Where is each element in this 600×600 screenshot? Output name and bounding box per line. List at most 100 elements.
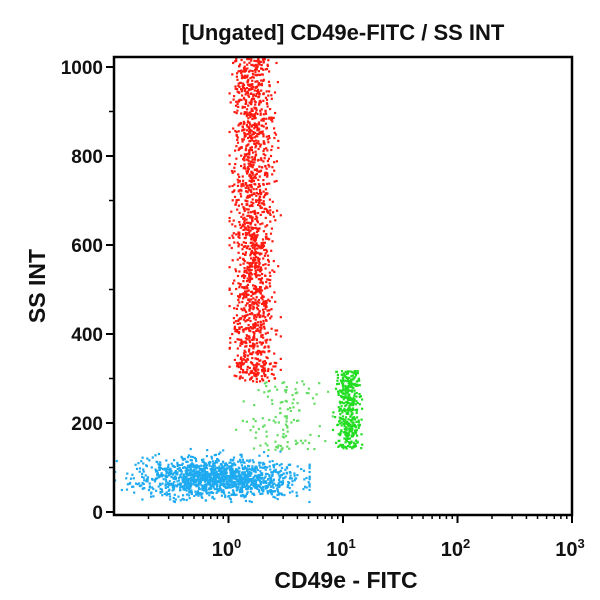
data-point: [339, 422, 342, 425]
data-point: [268, 70, 271, 73]
data-point: [344, 386, 347, 390]
data-point: [183, 484, 187, 487]
data-point: [256, 135, 259, 138]
data-point: [230, 465, 233, 468]
data-point: [253, 372, 257, 375]
data-point: [264, 188, 267, 191]
data-point: [164, 483, 167, 486]
data-point: [264, 112, 268, 115]
data-point: [260, 365, 263, 368]
data-point: [286, 425, 289, 428]
data-point: [250, 175, 253, 178]
data-point: [260, 82, 263, 85]
data-point: [239, 121, 242, 125]
data-point: [249, 429, 252, 432]
data-point: [248, 485, 251, 488]
data-point: [347, 385, 350, 388]
data-point: [227, 485, 231, 488]
data-point: [285, 415, 288, 418]
data-point: [344, 391, 347, 394]
data-point: [164, 478, 168, 481]
data-point: [215, 471, 218, 474]
data-point: [273, 169, 276, 172]
data-point: [238, 270, 241, 273]
data-point: [258, 479, 261, 483]
data-point: [216, 461, 219, 464]
data-point: [244, 93, 247, 96]
data-point: [271, 481, 274, 484]
data-point: [228, 163, 231, 166]
data-point: [240, 340, 243, 343]
data-point: [340, 390, 343, 393]
data-point: [232, 482, 235, 485]
data-point: [193, 476, 196, 480]
data-point: [244, 251, 247, 254]
data-point: [250, 58, 253, 61]
data-point: [254, 321, 257, 325]
data-point: [336, 383, 339, 386]
data-point: [240, 195, 243, 198]
data-point: [235, 474, 238, 478]
data-point: [246, 468, 249, 471]
data-point: [234, 471, 237, 474]
data-point: [261, 130, 264, 133]
data-point: [129, 481, 132, 485]
data-point: [243, 316, 246, 319]
data-point: [339, 443, 342, 446]
data-point: [349, 396, 352, 399]
data-point: [247, 58, 250, 61]
data-point: [234, 472, 237, 475]
data-point: [246, 133, 250, 136]
data-point: [347, 407, 350, 410]
data-point: [262, 489, 265, 492]
data-point: [240, 455, 243, 458]
data-point: [254, 324, 257, 327]
data-point: [235, 477, 238, 480]
data-point: [348, 370, 351, 373]
data-point: [272, 478, 275, 481]
data-point: [240, 367, 243, 371]
data-point: [180, 455, 183, 458]
data-point: [239, 63, 242, 66]
data-point: [343, 427, 346, 431]
data-point: [249, 189, 252, 192]
data-point: [274, 496, 277, 499]
data-point: [155, 489, 158, 492]
data-point: [263, 476, 266, 480]
data-point: [188, 491, 191, 494]
data-point: [203, 470, 207, 473]
data-point: [241, 476, 244, 479]
data-point: [268, 271, 271, 274]
data-point: [246, 293, 249, 296]
data-point: [250, 178, 254, 182]
data-point: [245, 271, 248, 274]
data-point: [251, 301, 254, 304]
data-point: [234, 87, 237, 90]
data-point: [228, 365, 231, 368]
data-point: [252, 284, 255, 287]
data-point: [237, 245, 240, 248]
data-point: [179, 476, 182, 479]
data-point: [252, 461, 255, 464]
data-point: [243, 475, 246, 478]
data-point: [259, 466, 262, 469]
data-point: [273, 180, 276, 183]
data-point: [242, 297, 245, 300]
data-point: [168, 492, 171, 496]
data-point: [295, 494, 298, 498]
data-point: [262, 140, 265, 143]
data-point: [254, 150, 257, 153]
data-point: [135, 467, 139, 470]
data-point: [237, 318, 240, 321]
data-point: [193, 474, 196, 477]
data-point: [344, 446, 348, 449]
data-point: [268, 84, 271, 87]
data-point: [272, 260, 275, 263]
data-point: [250, 149, 254, 152]
data-point: [254, 131, 257, 134]
data-point: [255, 242, 258, 245]
data-point: [244, 183, 247, 186]
data-point: [342, 401, 345, 405]
data-point: [240, 146, 243, 149]
data-point: [254, 288, 257, 291]
